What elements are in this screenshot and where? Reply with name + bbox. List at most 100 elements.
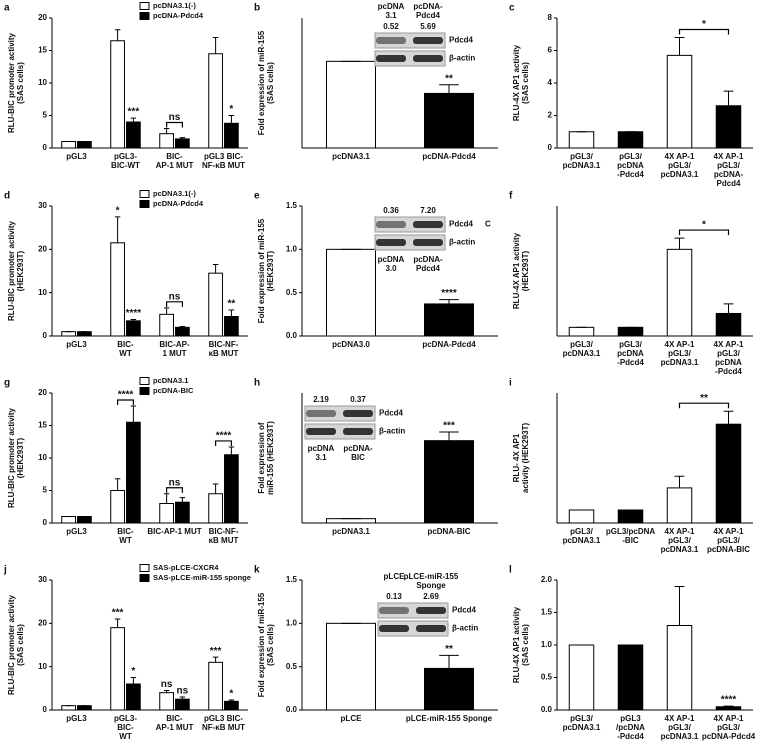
x-tick-label: BIC-NF- bbox=[209, 527, 239, 536]
bar bbox=[159, 313, 174, 337]
y-axis-label: RLU-4X AP1 activity bbox=[512, 232, 521, 309]
x-tick-label: WT bbox=[119, 732, 132, 741]
y-tick-label: 20 bbox=[38, 244, 47, 253]
x-tick-label: pcDNA3.1 bbox=[563, 161, 601, 170]
error-bar bbox=[723, 303, 734, 314]
error-bar bbox=[439, 654, 459, 669]
blot-lane-label: pcDNA- bbox=[343, 444, 373, 453]
x-tick-label: pGL3 bbox=[620, 714, 641, 723]
bar bbox=[617, 131, 644, 149]
y-axis-label: (SAS cells) bbox=[16, 624, 25, 666]
x-tick-label: pLCE-miR-155 Sponge bbox=[406, 714, 493, 723]
x-tick-label: pcDNA- bbox=[714, 170, 744, 179]
panel-letter: j bbox=[3, 565, 7, 576]
panel-letter: a bbox=[4, 3, 10, 14]
x-tick-label: pGL3/pcDNA bbox=[606, 527, 656, 536]
y-tick-label: 0.5 bbox=[286, 288, 298, 297]
error-bar bbox=[723, 90, 734, 106]
significance-bracket bbox=[117, 399, 134, 405]
blot-extra-label: C bbox=[485, 220, 491, 229]
legend-swatch bbox=[139, 12, 150, 20]
x-tick-label: pcDNA3.1 bbox=[332, 152, 370, 161]
blot-lane-label: 3.1 bbox=[385, 11, 397, 20]
bar bbox=[175, 138, 190, 149]
x-tick-label: pGL3/ bbox=[570, 340, 593, 349]
bar bbox=[617, 326, 644, 337]
x-tick-label: BIC- bbox=[117, 340, 134, 349]
y-axis-label: RLU-BIC promoter activity bbox=[7, 407, 16, 508]
bar bbox=[61, 516, 76, 524]
legend-swatch bbox=[139, 377, 150, 385]
x-tick-label: 4X AP-1 bbox=[714, 152, 744, 161]
bar bbox=[424, 303, 474, 337]
bar bbox=[126, 121, 141, 149]
x-tick-label: pGL3 bbox=[66, 527, 87, 536]
significance-bracket bbox=[166, 121, 183, 128]
bar bbox=[326, 60, 376, 149]
x-tick-label: NF-κB MUT bbox=[202, 161, 245, 170]
panel-letter: c bbox=[509, 3, 515, 14]
significance-label: ** bbox=[700, 393, 708, 404]
y-axis-label: (HEK293T) bbox=[521, 250, 530, 291]
significance-label: ** bbox=[227, 299, 235, 310]
x-tick-label: pGL3/ bbox=[717, 723, 740, 732]
y-axis-label: (HEK293T) bbox=[16, 437, 25, 478]
x-tick-label: pcDNA3.1 bbox=[332, 527, 370, 536]
x-tick-label: pGL3/ bbox=[619, 152, 642, 161]
blot-ratio: 0.13 bbox=[386, 592, 402, 601]
significance-bracket bbox=[678, 402, 730, 409]
significance-label: * bbox=[229, 104, 233, 115]
x-tick-label: pGL3/ bbox=[619, 340, 642, 349]
bar bbox=[126, 320, 141, 337]
x-tick-label: pcDNA bbox=[715, 358, 742, 367]
bar bbox=[666, 487, 693, 524]
bar bbox=[126, 421, 141, 524]
blot-lane-label: BIC bbox=[351, 453, 365, 462]
y-tick-label: 0 bbox=[548, 143, 553, 152]
y-tick-label: 30 bbox=[38, 201, 47, 210]
error-bar bbox=[130, 405, 137, 423]
bar bbox=[326, 518, 376, 524]
x-tick-label: -Pdcd4 bbox=[715, 367, 742, 376]
x-tick-label: pGL3- bbox=[114, 714, 137, 723]
significance-label: **** bbox=[216, 431, 232, 442]
significance-bracket bbox=[215, 440, 232, 446]
blot-band bbox=[376, 37, 406, 44]
significance-label: *** bbox=[443, 421, 455, 432]
x-tick-label: 4X AP-1 bbox=[714, 714, 744, 723]
x-tick-label: BIC-AP-1 MUT bbox=[147, 527, 201, 536]
x-tick-label: pcDNA-Pdcd4 bbox=[422, 152, 476, 161]
x-tick-label: pcDNA-BIC bbox=[427, 527, 470, 536]
bar bbox=[208, 661, 223, 711]
panel-letter: g bbox=[4, 378, 10, 389]
significance-label: * bbox=[116, 205, 120, 216]
x-tick-label: pGL3/ bbox=[570, 152, 593, 161]
error-bar bbox=[228, 699, 235, 702]
significance-label: *** bbox=[210, 646, 222, 657]
error-bar bbox=[674, 237, 685, 250]
bar bbox=[175, 326, 190, 337]
panel-letter: d bbox=[4, 191, 10, 202]
error-bar bbox=[439, 84, 459, 94]
significance-label: **** bbox=[126, 308, 142, 319]
bar bbox=[666, 625, 693, 711]
error-bar bbox=[723, 410, 734, 425]
x-tick-label: pcDNA3.1 bbox=[563, 349, 601, 358]
y-axis-label: Fold expression of bbox=[257, 422, 266, 493]
bar bbox=[224, 454, 239, 524]
blot-strip bbox=[304, 423, 376, 440]
x-tick-label: BIC-NF- bbox=[209, 340, 239, 349]
y-tick-label: 1.0 bbox=[286, 244, 298, 253]
significance-label: **** bbox=[721, 695, 737, 706]
x-tick-label: pGL3/ bbox=[570, 527, 593, 536]
panel-letter: l bbox=[509, 565, 512, 576]
x-tick-label: -Pdcd4 bbox=[617, 170, 644, 179]
significance-label: * bbox=[131, 666, 135, 677]
blot-lane-label: Pdcd4 bbox=[416, 11, 441, 20]
x-tick-label: BIC- bbox=[166, 714, 183, 723]
y-tick-label: 20 bbox=[38, 388, 47, 397]
blot-strip bbox=[374, 50, 446, 67]
blot-strip bbox=[377, 620, 449, 637]
significance-label: ns bbox=[169, 477, 181, 488]
blot-lane-label: Pdcd4 bbox=[416, 264, 441, 273]
